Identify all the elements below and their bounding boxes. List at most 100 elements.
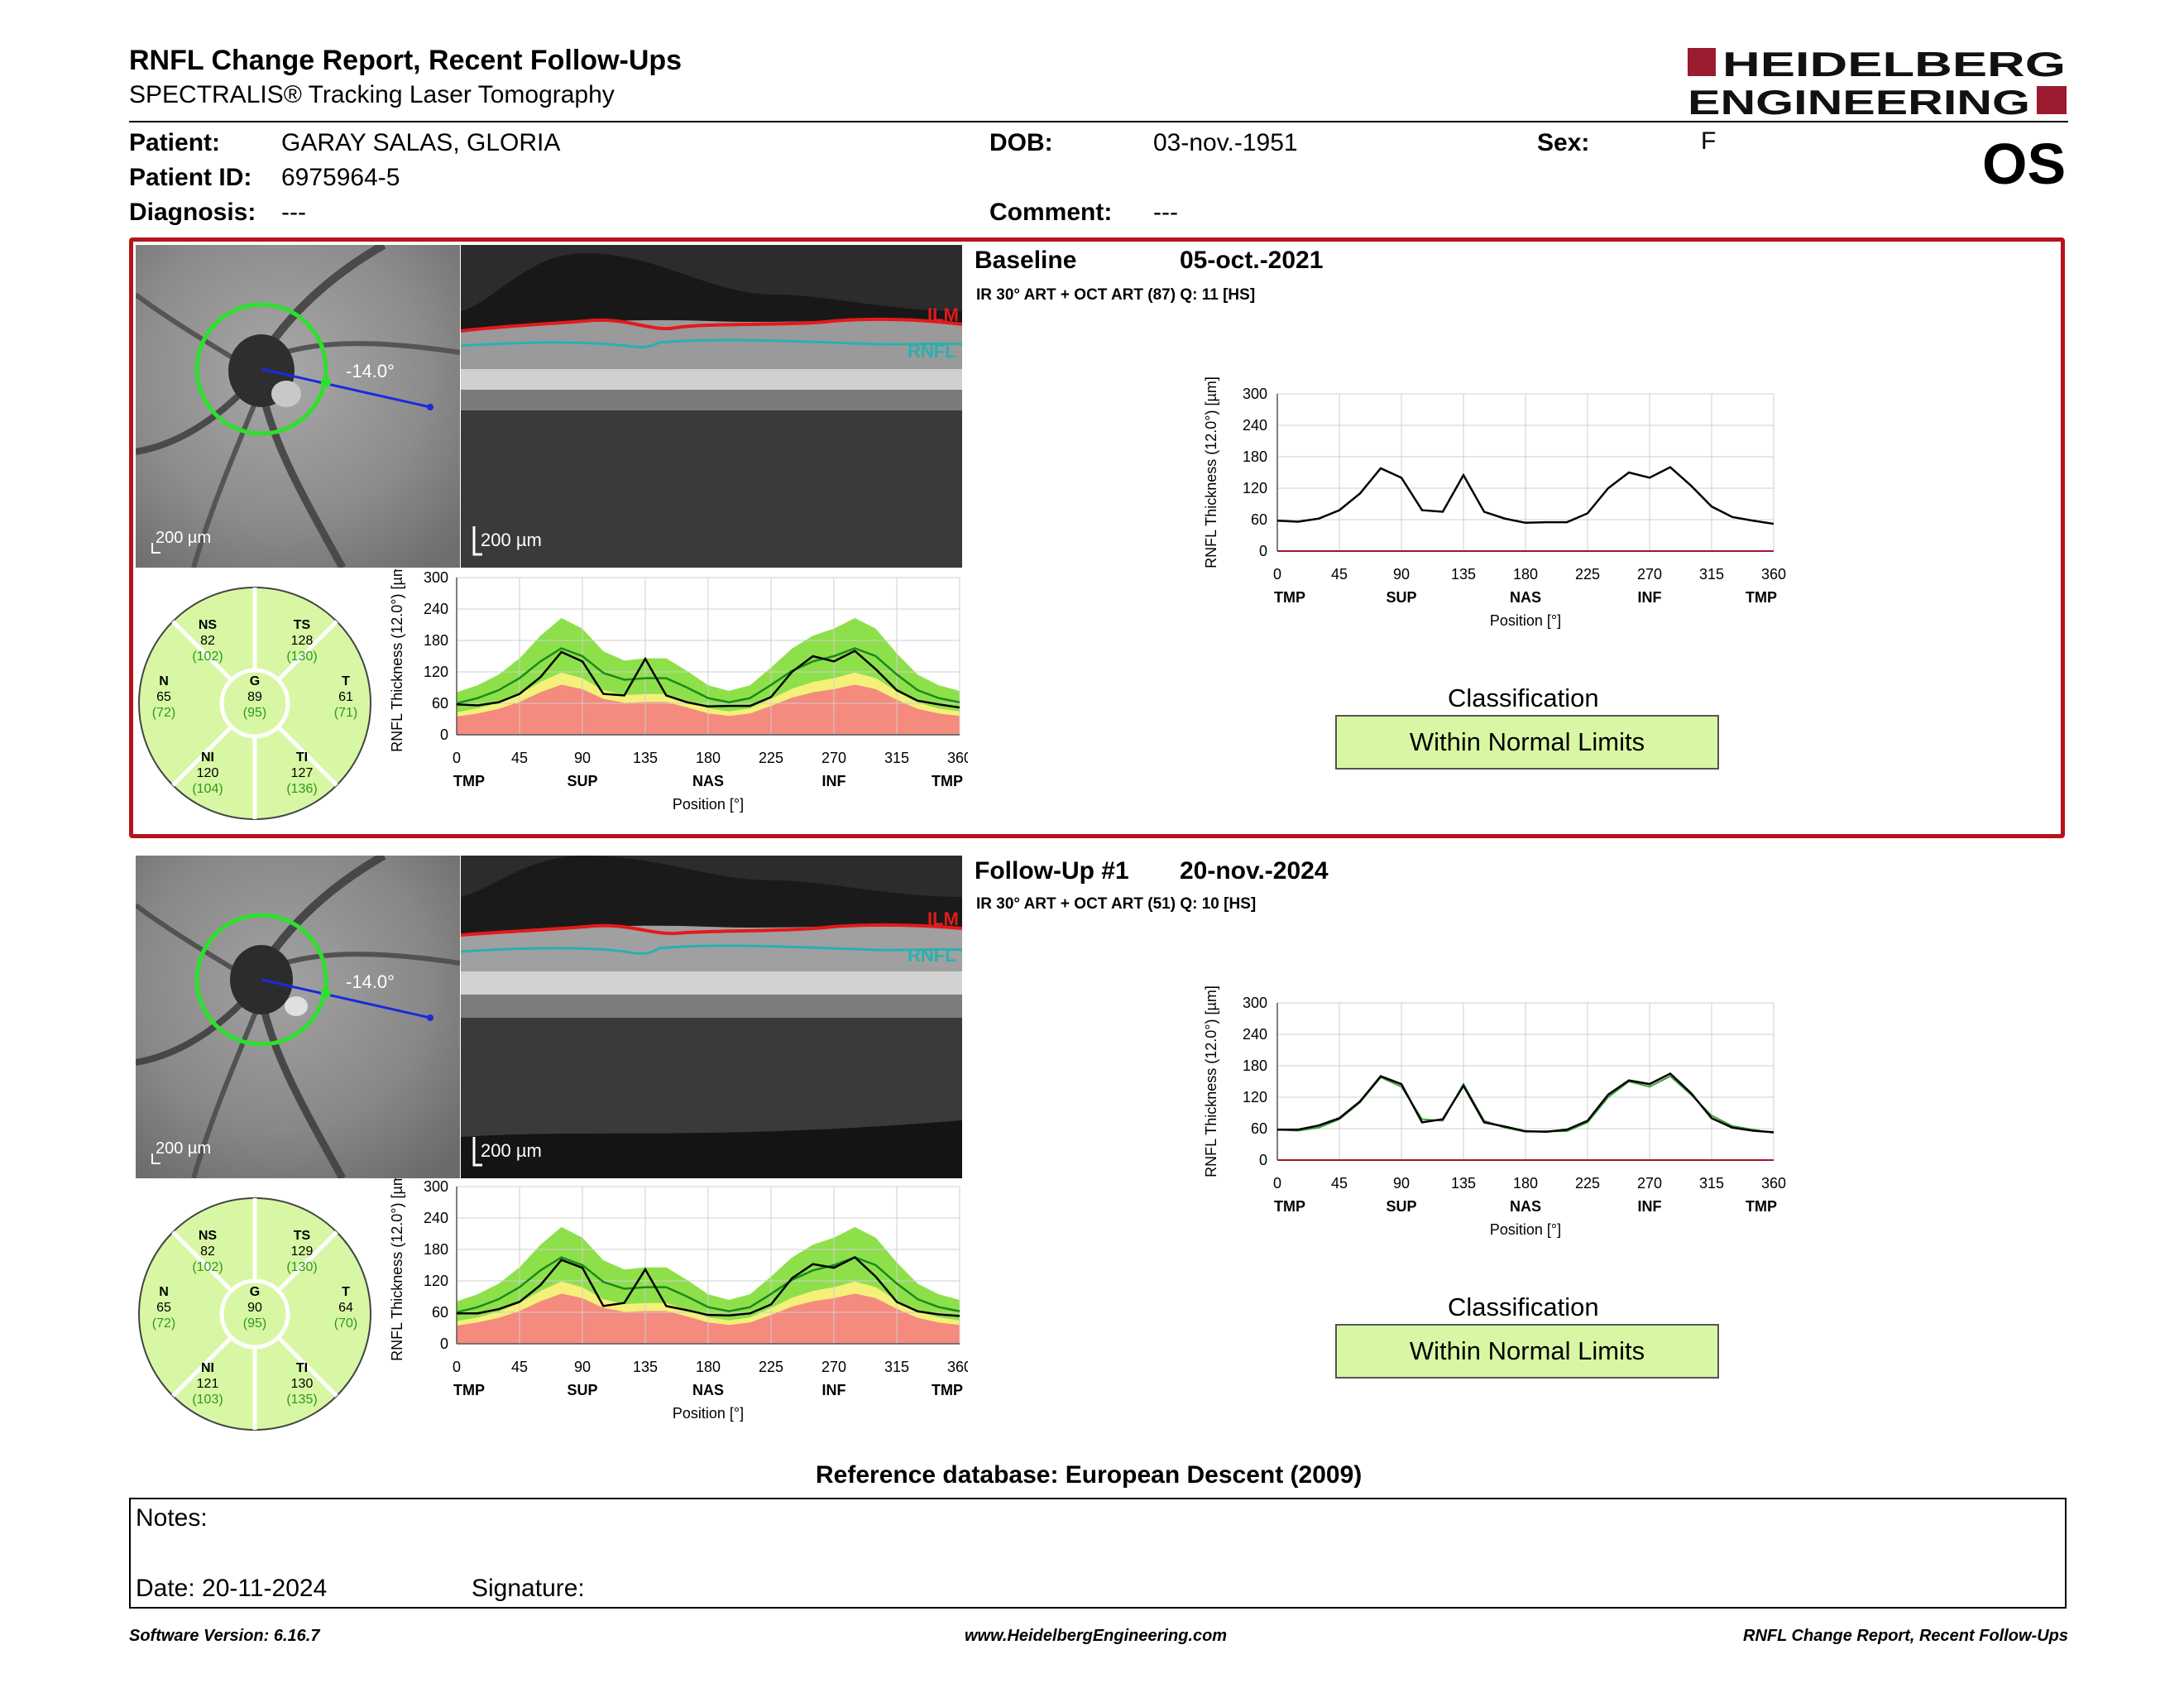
sector-n-value: 65 — [156, 690, 171, 704]
x-tick-label: 135 — [633, 1359, 658, 1375]
website-link[interactable]: www.HeidelbergEngineering.com — [965, 1627, 1228, 1645]
patient-thickness-line — [1276, 466, 1774, 525]
sector-ni-normal: (104) — [192, 782, 223, 796]
sector-ns-normal: (102) — [192, 1260, 223, 1274]
sector-t-name: T — [342, 1285, 350, 1299]
classification-badge-baseline: Within Normal Limits — [1335, 715, 1719, 770]
x-tick-label: 270 — [1637, 1175, 1662, 1192]
baseline-heading: Baseline — [975, 247, 1077, 274]
patient-id: 6975964-5 — [281, 164, 400, 191]
sector-n-normal: (72) — [152, 706, 175, 720]
y-tick-label: 180 — [424, 632, 448, 649]
notes-box[interactable] — [129, 1498, 2067, 1609]
eye-indicator: OS — [1982, 132, 2067, 196]
y-tick-label: 60 — [432, 1304, 448, 1321]
y-tick-label: 60 — [1251, 1120, 1267, 1137]
sector-divider — [276, 1230, 338, 1292]
bscan-image-followup: ILM RNFL 200 µm — [461, 856, 962, 1178]
x-tick-label: 180 — [1513, 566, 1538, 583]
classification-badge-followup: Within Normal Limits — [1335, 1324, 1719, 1379]
x-axis-label: Position [°] — [673, 1405, 744, 1422]
sector-divider — [171, 1230, 233, 1292]
y-tick-label: 0 — [440, 1336, 448, 1352]
sector-wheel-followup: NS 82 (102) TS 129 (130) N 65 (72) G 90 (95) T 64 (70)… — [131, 1190, 379, 1438]
y-tick-label: 180 — [1243, 448, 1267, 465]
baseline-scan-info: IR 30° ART + OCT ART (87) Q: 11 [HS] — [976, 286, 1256, 304]
svg-text:-14.0°: -14.0° — [346, 971, 395, 992]
patient-thickness-line — [457, 1255, 960, 1317]
x-tick-label: 45 — [1331, 566, 1348, 583]
sector-axis-label: TMP — [1746, 1198, 1777, 1215]
svg-text:-14.0°: -14.0° — [346, 361, 395, 381]
sector-t-normal: (70) — [334, 1316, 357, 1331]
x-axis-label: Position [°] — [1490, 1221, 1561, 1238]
x-tick-label: 45 — [511, 750, 528, 766]
sector-ni-value: 121 — [197, 1377, 219, 1391]
x-tick-label: 315 — [884, 750, 909, 766]
x-tick-label: 270 — [1637, 566, 1662, 583]
sector-axis-label: INF — [1638, 589, 1662, 606]
heidelberg-logo: HEIDELBERG ENGINEERING — [1688, 45, 2068, 122]
followup-scan-info: IR 30° ART + OCT ART (51) Q: 10 [HS] — [976, 895, 1257, 913]
sector-ti-value: 130 — [291, 1377, 314, 1391]
sector-n-value: 65 — [156, 1301, 171, 1315]
sector-ns-name: NS — [199, 1229, 218, 1243]
sector-axis-label: NAS — [692, 1382, 724, 1398]
x-tick-label: 90 — [574, 1359, 591, 1375]
diagnosis-value: --- — [281, 199, 306, 226]
sector-t-name: T — [342, 674, 350, 688]
rnfl-profile-chart-baseline: 300 240 180 120 60 00 45 90 135 180 225 270 315 360 TM… — [381, 560, 972, 826]
sector-ni-normal: (103) — [192, 1393, 223, 1407]
y-tick-label: 120 — [424, 664, 448, 680]
patient-thickness-line — [456, 650, 960, 709]
normative-mean-line — [456, 647, 960, 705]
sector-axis-label: NAS — [1510, 1198, 1541, 1215]
fundus-image-followup: -14.0° 200 µm — [136, 856, 460, 1178]
sector-wheel-baseline: NS 82 (102) TS 128 (130) N 65 (72) G 89 (95) T 61 (71)… — [131, 579, 379, 827]
y-tick-label: 120 — [424, 1273, 448, 1289]
sector-ti-normal: (136) — [286, 782, 317, 796]
sector-ti-name: TI — [296, 1361, 308, 1375]
report-title: RNFL Change Report, Recent Follow-Ups — [129, 45, 682, 76]
y-axis-label: RNFL Thickness (12.0°) [µm] — [389, 1178, 405, 1361]
y-axis-label: RNFL Thickness (12.0°) [µm] — [1203, 376, 1219, 568]
followup-date: 20-nov.-2024 — [1180, 857, 1329, 885]
y-tick-label: 300 — [1243, 386, 1267, 402]
notes-date: Date: 20-11-2024 — [136, 1575, 328, 1602]
x-tick-label: 180 — [696, 750, 721, 766]
sector-ti-normal: (135) — [286, 1393, 317, 1407]
bscan-image-baseline: ILM RNFL 200 µm — [461, 245, 962, 568]
x-tick-label: 270 — [821, 750, 846, 766]
sector-t-value: 61 — [338, 690, 353, 704]
x-tick-label: 360 — [1761, 566, 1786, 583]
rnfl-comparison-chart-followup: 300 240 180 120 60 0 0 45 90 135 180 225 270 315 360 TM… — [1191, 985, 1803, 1258]
followup-heading: Follow-Up #1 — [975, 857, 1129, 885]
y-tick-label: 0 — [440, 727, 448, 743]
y-tick-label: 300 — [1243, 995, 1267, 1011]
sector-ts-normal: (130) — [286, 1260, 317, 1274]
x-tick-label: 270 — [821, 1359, 846, 1375]
y-tick-label: 300 — [424, 569, 448, 586]
sector-axis-label: INF — [822, 1382, 846, 1398]
patient-id-label: Patient ID: — [129, 164, 252, 191]
sector-divider — [276, 620, 338, 682]
x-tick-label: 135 — [633, 750, 658, 766]
sector-divider — [276, 725, 338, 787]
y-tick-label: 0 — [1259, 543, 1267, 559]
sector-axis-label: NAS — [1510, 589, 1541, 606]
sector-ni-name: NI — [201, 750, 214, 765]
sector-g-normal: (95) — [243, 706, 266, 720]
sector-ns-normal: (102) — [192, 650, 223, 664]
software-version: Software Version: 6.16.7 — [129, 1627, 320, 1645]
y-axis-label: RNFL Thickness (12.0°) [µm] — [1203, 985, 1219, 1177]
x-tick-label: 225 — [1575, 566, 1600, 583]
fundus-image-baseline: -14.0° 200 µm — [136, 245, 460, 568]
sector-ts-value: 129 — [291, 1244, 314, 1259]
svg-text:200 µm: 200 µm — [156, 1139, 211, 1158]
rnfl-comparison-chart-baseline: 300 240 180 120 60 0 0 45 90 135 180 225 270 315 360 TM… — [1191, 376, 1803, 649]
x-tick-label: 45 — [1331, 1175, 1348, 1192]
signature-label: Signature: — [472, 1575, 585, 1602]
baseline-date: 05-oct.-2021 — [1180, 247, 1324, 274]
sector-divider — [171, 725, 233, 787]
sector-ti-value: 127 — [291, 766, 314, 780]
